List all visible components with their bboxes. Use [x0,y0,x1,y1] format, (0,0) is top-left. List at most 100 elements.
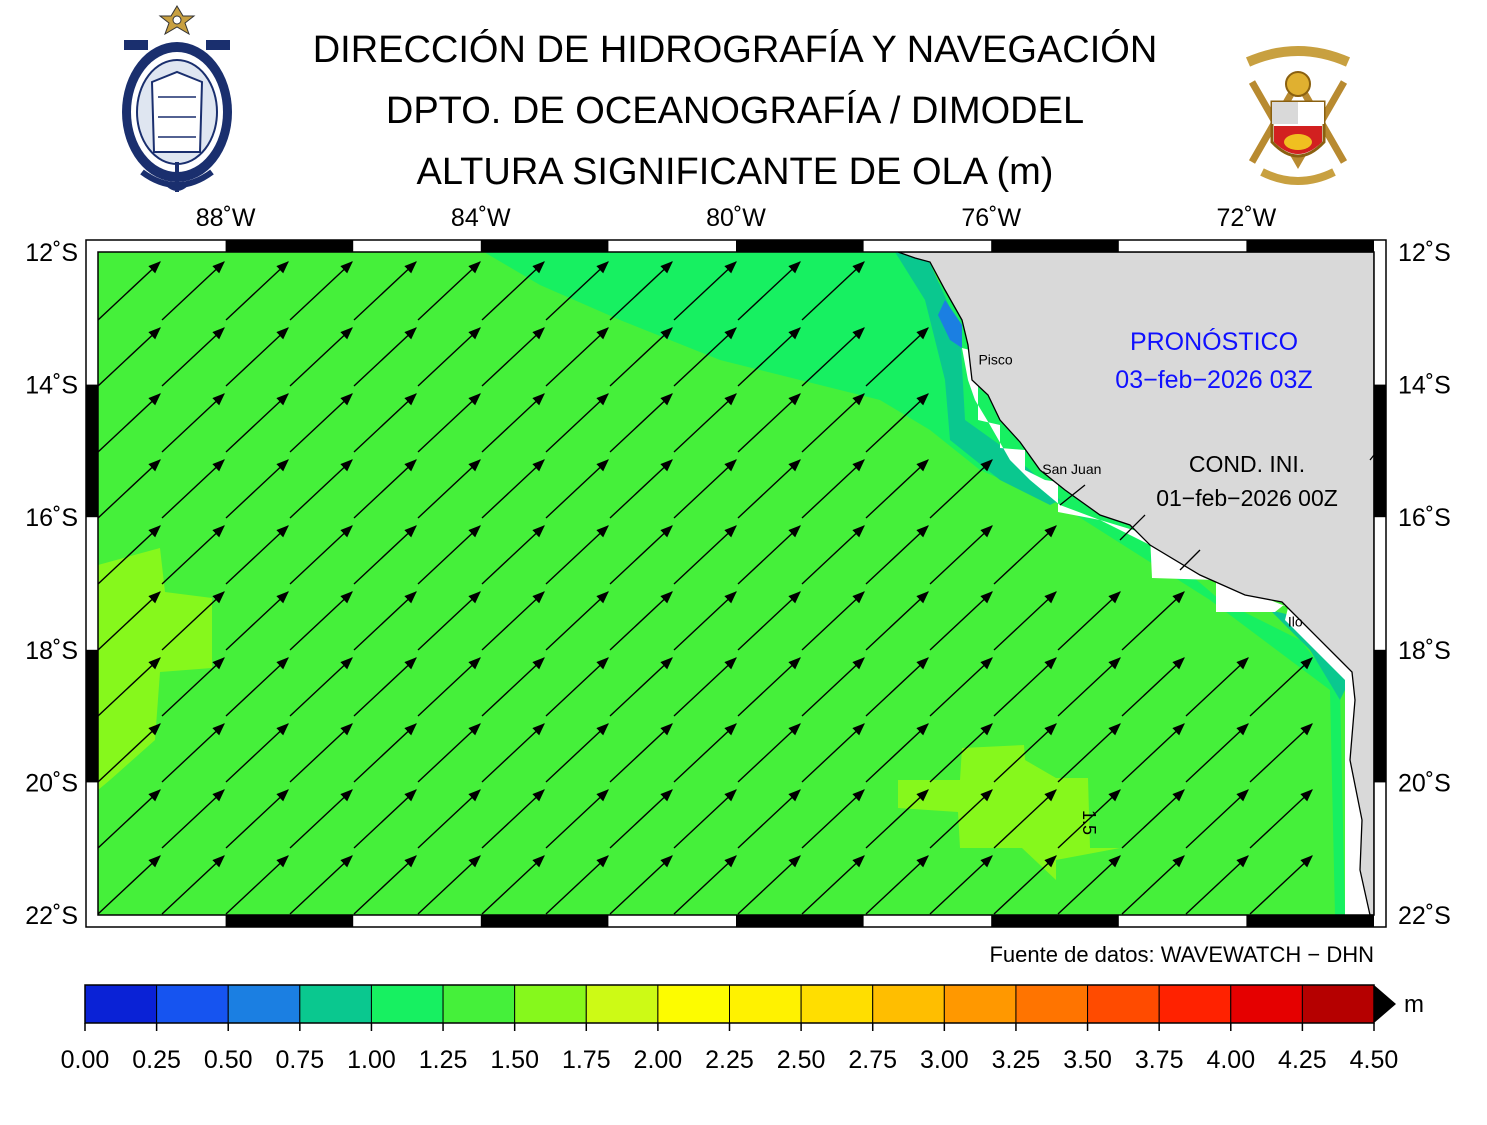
wave-arrow [225,525,289,585]
wave-arrow [737,327,801,387]
lat-tick-label-right: 16˚S [1398,504,1451,532]
lat-tick-label-left: 20˚S [25,769,78,797]
colorbar-cell [872,984,945,1024]
wave-arrow [417,723,481,783]
wave-arrow [353,459,417,519]
title-line-2: DPTO. DE OCEANOGRAFÍA / DIMODEL [385,90,1085,132]
wave-arrow [289,591,353,651]
lat-tick-label-right: 22˚S [1398,902,1451,930]
wave-arrow [289,393,353,453]
wave-arrow [289,855,353,915]
wave-arrow [97,855,161,915]
wave-arrow [97,327,161,387]
wave-arrow [929,591,993,651]
wave-arrow [417,459,481,519]
wave-arrow [417,525,481,585]
wave-arrow [1121,855,1185,915]
colorbar-cell [227,984,301,1024]
wave-arrow [225,723,289,783]
wave-arrow [481,657,545,717]
wave-arrow [865,723,929,783]
wave-arrow [1057,855,1121,915]
wave-arrow [865,789,929,849]
wave-arrow [737,855,801,915]
wave-arrow [225,261,289,321]
lat-tick-label-right: 12˚S [1398,239,1451,267]
wave-arrow [1057,591,1121,651]
wave-arrow [417,327,481,387]
wave-arrow [225,327,289,387]
wave-arrow [801,855,865,915]
colorbar-tick-label: 0.50 [204,1046,253,1074]
wave-arrow [161,591,225,651]
colorbar-unit: m [1404,991,1424,1018]
wave-arrow [161,459,225,519]
colorbar-tick-label: 1.25 [419,1046,468,1074]
wave-arrow [353,723,417,783]
wave-arrow [161,327,225,387]
wave-arrow [1057,723,1121,783]
wave-arrow [673,723,737,783]
colorbar-cell [1301,984,1375,1024]
lat-tick-label-left: 12˚S [25,239,78,267]
sea-1-50-1-75-south-patch [898,745,1120,880]
colorbar-tick-label: 3.50 [1063,1046,1112,1074]
colorbar-cell [1015,984,1089,1024]
wave-arrow [1121,723,1185,783]
wave-arrow [1185,723,1249,783]
lat-tick-label-left: 22˚S [25,902,78,930]
city-label: Ilo [1288,614,1303,630]
wave-arrow [737,657,801,717]
wave-arrow [1185,855,1249,915]
wave-arrow [545,657,609,717]
wave-arrow [929,723,993,783]
sea-0-50-0-75-patch [938,300,962,348]
wave-arrow [417,591,481,651]
wave-arrow [545,525,609,585]
wave-arrow [993,591,1057,651]
wave-arrow [1057,789,1121,849]
wave-arrow [737,591,801,651]
lat-tick-label-left: 14˚S [25,372,78,400]
wave-arrow [1249,657,1313,717]
colorbar-cell [299,984,372,1024]
lat-tick-label-right: 20˚S [1398,769,1451,797]
wave-arrow [97,789,161,849]
wave-arrow [161,723,225,783]
wave-arrow [353,657,417,717]
colorbar-cell [442,984,516,1024]
forecast-date: 03−feb−2026 03Z [1115,366,1312,394]
wave-arrow [1249,855,1313,915]
wave-arrow [225,855,289,915]
wave-arrow [737,723,801,783]
lat-tick-label-left: 16˚S [25,504,78,532]
wave-arrow [801,261,865,321]
wave-arrow [353,591,417,651]
wave-arrow [545,327,609,387]
city-label: Pisco [978,352,1012,368]
wave-arrow [161,525,225,585]
wave-arrow [161,393,225,453]
navy-coat-of-arms-logo [1245,46,1351,185]
colorbar-tick-label: 0.25 [132,1046,181,1074]
wave-arrow [673,789,737,849]
wave-arrow [353,855,417,915]
wave-arrow [865,327,929,387]
wave-arrow [97,261,161,321]
wave-arrow [481,723,545,783]
lon-tick-label: 76˚W [961,204,1021,232]
wave-arrow [225,393,289,453]
wave-arrow [289,525,353,585]
wave-arrow [353,789,417,849]
wave-arrow [545,855,609,915]
wave-arrow [97,723,161,783]
colorbar-cell [943,984,1017,1024]
contour-label: 1.5 [1079,810,1099,835]
wave-arrow [801,723,865,783]
wave-arrow [673,525,737,585]
wave-arrow [353,327,417,387]
wave-arrow [545,393,609,453]
colorbar-tick-label: 4.00 [1206,1046,1255,1074]
wave-arrow [737,393,801,453]
title-line-1: DIRECCIÓN DE HIDROGRAFÍA Y NAVEGACIÓN [312,29,1158,71]
